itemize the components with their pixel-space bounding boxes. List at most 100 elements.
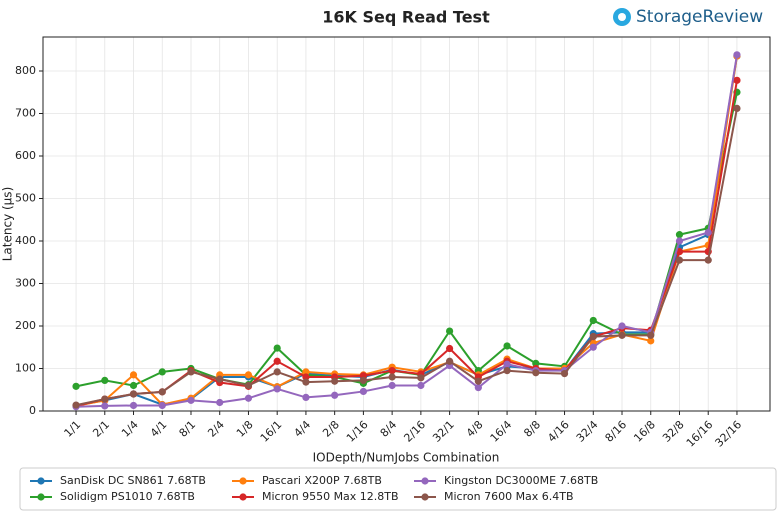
legend-box [19,467,777,511]
series-line [76,54,738,408]
data-point [158,368,166,376]
data-point [675,231,684,239]
data-point [273,368,281,376]
legend-label: Pascari X200P 7.68TB [262,474,382,487]
x-tick-label: 1/1 [62,418,84,440]
x-tick-label: 1/4 [119,418,141,440]
x-axis-label: IODepth/NumJobs Combination [313,451,500,465]
data-point [129,381,138,390]
data-point [388,373,396,381]
x-tick-label: 16/16 [684,418,716,450]
legend-label: Kingston DC3000ME 7.68TB [444,474,598,487]
data-point [446,357,454,365]
data-point [474,377,482,385]
data-point [101,395,109,403]
data-point [675,256,684,264]
data-point [302,393,310,401]
data-point [733,104,741,112]
x-tick-label: 1/16 [344,418,371,445]
legend-marker [421,493,429,501]
y-tick-label: 200 [15,319,36,332]
data-point [647,331,655,339]
data-point [302,378,310,386]
legend-marker [421,477,429,485]
data-point [302,368,310,376]
data-point [158,388,166,396]
x-tick-label: 2/1 [90,418,112,440]
data-point [589,316,597,325]
data-point [388,381,396,390]
data-point [302,373,310,381]
data-point [733,51,741,59]
data-point [187,368,195,376]
x-tick-label: 16/4 [488,418,515,445]
data-point [101,402,109,410]
data-point [675,237,684,245]
legend-label: Solidigm PS1010 7.68TB [60,490,195,503]
x-tick-label: 32/1 [430,418,457,445]
x-tick-label: 4/4 [291,418,313,440]
data-point [244,394,253,402]
legend-label: Micron 9550 Max 12.8TB [262,490,399,503]
data-point [158,401,166,410]
data-point [589,343,597,351]
y-tick-label: 700 [15,107,36,120]
x-tick-label: 4/1 [148,418,170,440]
x-tick-label: 1/8 [234,418,256,440]
x-tick-label: 16/1 [258,418,285,445]
data-point [72,401,80,409]
y-tick-label: 800 [15,64,36,77]
series-line [75,55,738,407]
series-line [75,55,738,407]
legend-label: SanDisk DC SN861 7.68TB [60,474,206,487]
data-point [560,370,569,378]
x-tick-label: 32/4 [574,418,601,445]
x-tick-label: 8/16 [603,418,630,445]
data-point [359,387,367,396]
data-point [503,342,511,350]
chart-title: 16K Seq Read Test [322,8,490,27]
series-line [75,108,738,407]
x-tick-label: 16/8 [631,418,658,445]
y-tick-label: 500 [15,192,36,205]
series-line [75,92,738,388]
data-point [647,337,655,345]
x-tick-label: 2/16 [401,418,428,445]
data-point [417,381,425,390]
x-tick-label: 8/4 [378,418,400,440]
x-tick-label: 8/1 [177,418,199,440]
data-point [216,375,224,383]
data-point [359,376,367,384]
data-point [101,376,109,384]
data-point [446,344,454,353]
legend-label: Micron 7600 Max 6.4TB [444,490,574,503]
data-point [187,396,195,404]
y-tick-label: 300 [15,277,36,290]
data-point [273,357,281,365]
y-axis-label: Latency (µs) [1,187,15,262]
data-point [503,360,511,368]
legend-marker [239,493,247,501]
legend-marker [37,493,45,501]
data-point [273,344,281,352]
data-point [446,327,454,335]
data-point [129,401,138,410]
data-point [331,377,339,385]
data-point [618,331,626,339]
y-tick-label: 400 [15,234,36,247]
data-point [216,398,224,407]
data-point [244,381,253,390]
data-point [388,367,396,375]
series-line [75,80,738,407]
x-tick-label: 4/16 [545,418,572,445]
y-tick-label: 0 [29,404,36,417]
plot-frame [42,36,771,412]
data-point [129,371,138,379]
data-point [474,384,482,392]
x-tick-label: 32/16 [713,418,745,450]
data-point [618,322,626,330]
data-point [417,374,425,382]
data-point [331,391,339,399]
data-point [244,371,253,379]
